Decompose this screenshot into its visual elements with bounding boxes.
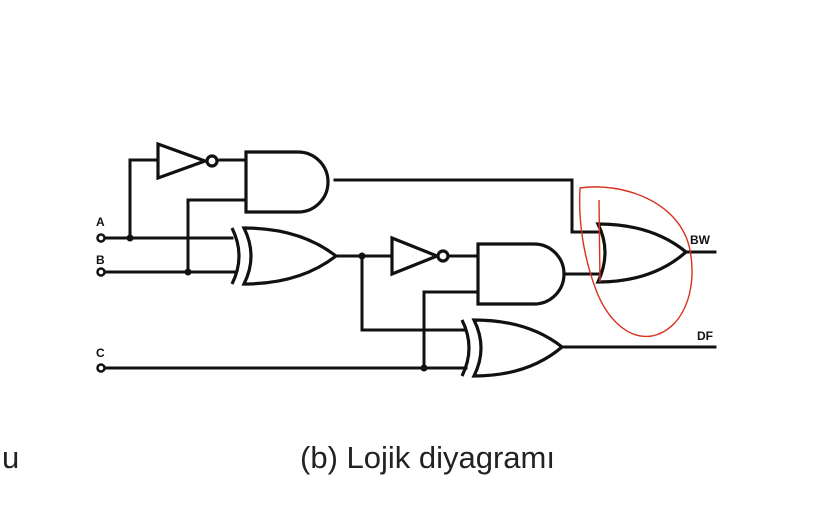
red-annotation-circle xyxy=(578,186,693,338)
terminal-b xyxy=(96,267,106,277)
input-label-c: C xyxy=(96,346,105,360)
input-label-b: B xyxy=(96,253,105,267)
junction-xor1 xyxy=(358,252,366,260)
wire-a-to-not xyxy=(128,158,160,240)
and-gate-1 xyxy=(244,150,330,214)
figure-caption: (b) Lojik diyagramı xyxy=(300,440,555,475)
output-label-bw: BW xyxy=(690,233,711,247)
input-terminals xyxy=(96,233,106,373)
junction-b xyxy=(184,268,192,276)
output-label-df: DF xyxy=(697,329,713,343)
left-caption-fragment: u xyxy=(2,440,20,475)
not-gate-2 xyxy=(390,235,450,277)
wires xyxy=(102,158,717,370)
not-gate-a xyxy=(156,141,219,181)
terminal-a xyxy=(96,233,106,243)
wire-xor1-to-xor2 xyxy=(360,254,466,332)
xor-gate-1 xyxy=(230,226,339,286)
junction-c xyxy=(420,364,428,372)
wire-b-to-and1 xyxy=(186,198,248,274)
wire-c-to-and2 xyxy=(422,290,480,370)
xor-gate-2 xyxy=(460,318,565,378)
wire-and1-to-or xyxy=(333,178,602,234)
terminal-c xyxy=(96,363,106,373)
or-gate-bw xyxy=(595,222,689,284)
junctions xyxy=(126,234,428,372)
and-gate-2 xyxy=(476,242,566,306)
input-label-a: A xyxy=(96,215,105,229)
junction-a xyxy=(126,234,134,242)
